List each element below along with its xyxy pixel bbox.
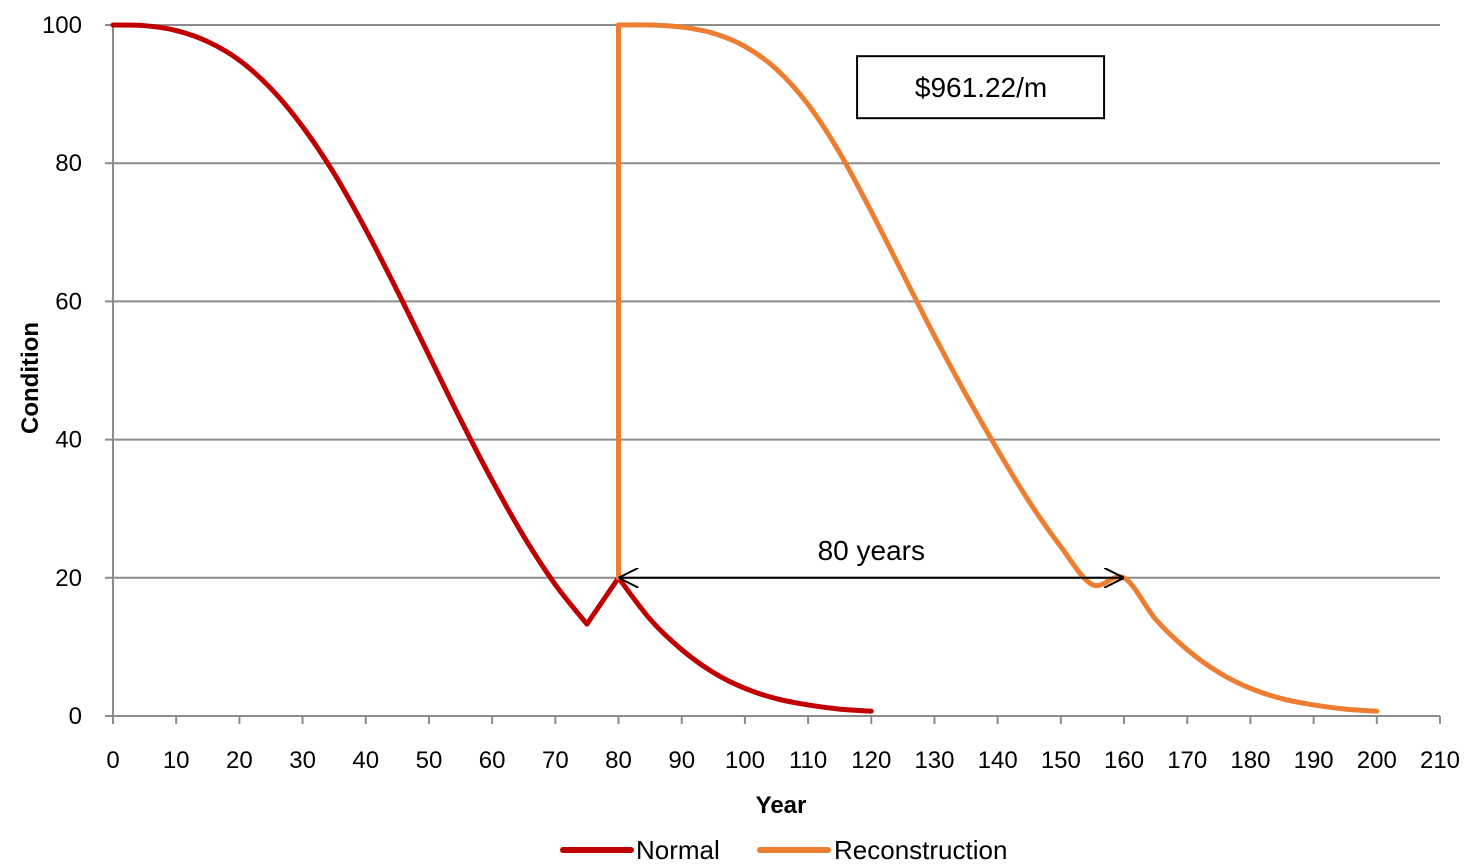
- y-tick-labels: 0 20 40 60 80 100: [42, 12, 82, 730]
- x-tick-labels: 0 10 20 30 40 50 60 70 80 90 100 110 120 130 140 150 160…: [106, 747, 1460, 774]
- x-tick-label-0: 0: [106, 747, 119, 774]
- x-tick-label-10: 10: [163, 747, 190, 774]
- series-lines: [110, 22, 1380, 714]
- y-axis-title: Condition: [17, 322, 44, 434]
- series-normal-segment-1: [584, 575, 622, 627]
- y-tick-label-100: 100: [42, 12, 82, 39]
- x-tick-label-160: 160: [1104, 747, 1144, 774]
- y-tick-label-60: 60: [55, 288, 82, 315]
- x-tick-label-120: 120: [851, 747, 891, 774]
- annotations: $961.22/m 80 years: [618, 55, 1125, 578]
- series-normal-segment-0: [110, 22, 590, 627]
- x-tick-label-130: 130: [914, 747, 954, 774]
- x-tick-label-140: 140: [978, 747, 1018, 774]
- legend: Normal Reconstruction: [560, 835, 1007, 865]
- series-normal-segment-2: [616, 575, 874, 714]
- x-tick-label-70: 70: [542, 747, 569, 774]
- x-axis-title: Year: [756, 792, 807, 819]
- legend-label-normal: Normal: [636, 835, 720, 865]
- x-tick-label-90: 90: [668, 747, 695, 774]
- x-tick-label-210: 210: [1420, 747, 1460, 774]
- x-tick-label-50: 50: [416, 747, 443, 774]
- interval-arrow-label: 80 years: [818, 535, 925, 566]
- y-tick-label-0: 0: [69, 703, 82, 730]
- x-tick-label-180: 180: [1230, 747, 1270, 774]
- x-tick-label-30: 30: [289, 747, 316, 774]
- x-tick-label-170: 170: [1167, 747, 1207, 774]
- y-tick-label-80: 80: [55, 150, 82, 177]
- grid-lines: [113, 24, 1440, 579]
- x-tick-label-40: 40: [352, 747, 379, 774]
- cost-textbox-frame: [856, 55, 1106, 120]
- cost-textbox-label: $961.22/m: [915, 72, 1047, 103]
- y-tick-label-40: 40: [55, 427, 82, 454]
- x-tick-label-60: 60: [479, 747, 506, 774]
- y-tick-label-20: 20: [55, 565, 82, 592]
- x-tick-label-100: 100: [725, 747, 765, 774]
- x-tick-label-190: 190: [1294, 747, 1334, 774]
- x-tick-label-80: 80: [605, 747, 632, 774]
- series-reconstruction-segment-2: [616, 22, 1380, 714]
- x-tick-label-20: 20: [226, 747, 253, 774]
- x-tick-label-150: 150: [1041, 747, 1081, 774]
- legend-label-reconstruction: Reconstruction: [834, 835, 1007, 865]
- x-tick-label-110: 110: [789, 747, 827, 774]
- x-tick-label-200: 200: [1357, 747, 1397, 774]
- axes: [105, 24, 1441, 724]
